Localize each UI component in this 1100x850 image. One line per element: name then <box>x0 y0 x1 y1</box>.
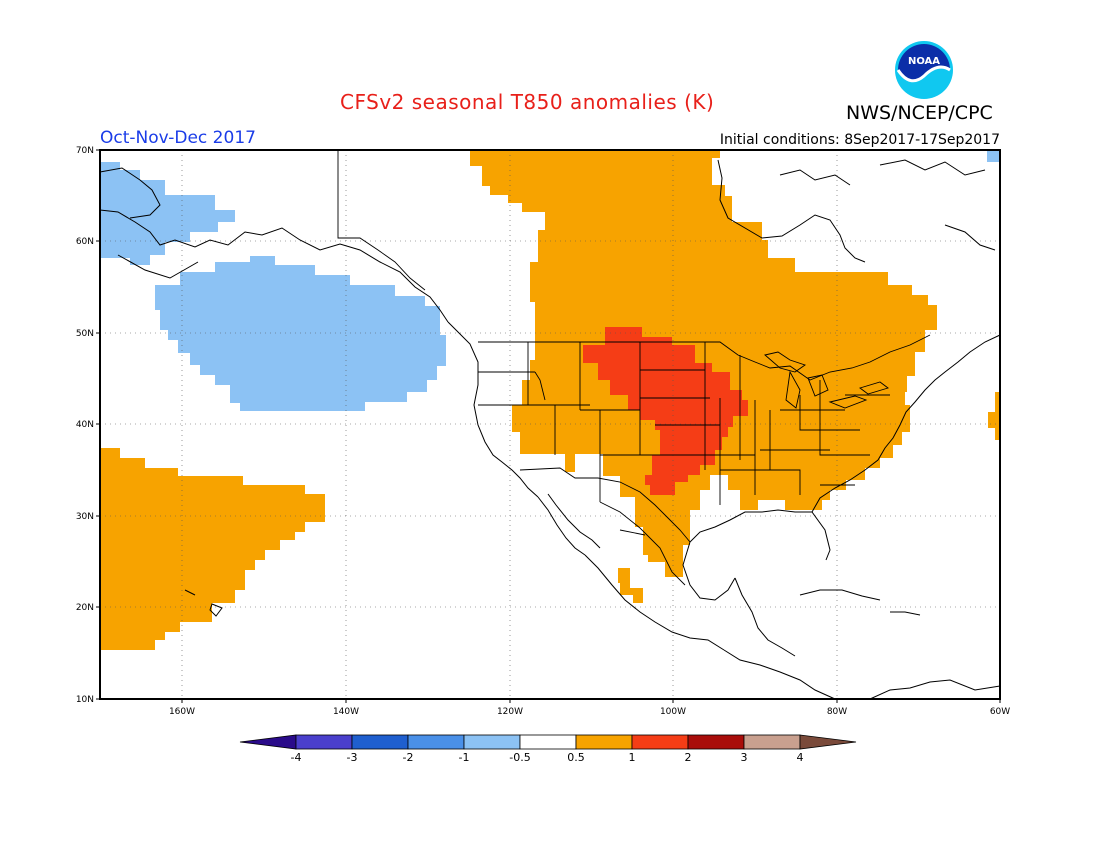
legend-swatch-max <box>799 734 857 750</box>
legend-label: -4 <box>291 751 302 764</box>
legend-label: 1 <box>629 751 636 764</box>
season-label: Oct-Nov-Dec 2017 <box>100 128 256 148</box>
graticule <box>100 150 1000 699</box>
svg-text:60N: 60N <box>76 237 94 247</box>
legend-swatch <box>351 734 409 750</box>
legend-swatch-min <box>239 734 297 750</box>
svg-text:40N: 40N <box>76 420 94 430</box>
org-label: NWS/NCEP/CPC <box>846 102 993 124</box>
svg-text:160W: 160W <box>169 707 195 717</box>
svg-text:120W: 120W <box>497 707 523 717</box>
legend-swatch <box>519 734 577 750</box>
legend-swatch <box>463 734 521 750</box>
map-title: CFSv2 seasonal T850 anomalies (K) <box>340 90 715 114</box>
legend-label: -0.5 <box>509 751 530 764</box>
legend-label: 4 <box>797 751 804 764</box>
negative-anomaly-region <box>100 150 1000 411</box>
strong-positive-anomaly-region <box>583 327 748 495</box>
svg-text:80W: 80W <box>827 707 847 717</box>
svg-text:140W: 140W <box>333 707 359 717</box>
svg-text:50N: 50N <box>76 329 94 339</box>
legend-swatch <box>295 734 353 750</box>
svg-text:60W: 60W <box>990 707 1010 717</box>
initial-conditions-label: Initial conditions: 8Sep2017-17Sep2017 <box>719 132 1000 148</box>
coastlines <box>99 159 1001 700</box>
legend-label: -3 <box>347 751 358 764</box>
legend-label: 3 <box>741 751 748 764</box>
legend-label: 0.5 <box>567 751 585 764</box>
political-borders <box>337 150 931 586</box>
noaa-logo-icon: NOAA <box>895 41 953 99</box>
svg-text:10N: 10N <box>76 695 94 705</box>
legend-label: 2 <box>685 751 692 764</box>
legend-swatch <box>407 734 465 750</box>
svg-text:20N: 20N <box>76 603 94 613</box>
svg-text:100W: 100W <box>660 707 686 717</box>
legend-swatch <box>575 734 633 750</box>
legend-swatch <box>743 734 801 750</box>
color-legend: -4 -3 -2 -1 -0.5 0.5 1 2 3 4 <box>239 734 857 764</box>
logo-text: NOAA <box>908 56 940 67</box>
latitude-labels: 70N 60N 50N 40N 30N 20N 10N <box>76 146 94 705</box>
legend-label: -2 <box>403 751 414 764</box>
legend-label: -1 <box>459 751 470 764</box>
longitude-ticks <box>181 699 1001 703</box>
longitude-labels: 160W 140W 120W 100W 80W 60W <box>169 707 1010 717</box>
legend-swatch <box>687 734 745 750</box>
latitude-ticks <box>96 149 100 700</box>
legend-swatch <box>631 734 689 750</box>
svg-text:70N: 70N <box>76 146 94 156</box>
svg-text:30N: 30N <box>76 512 94 522</box>
